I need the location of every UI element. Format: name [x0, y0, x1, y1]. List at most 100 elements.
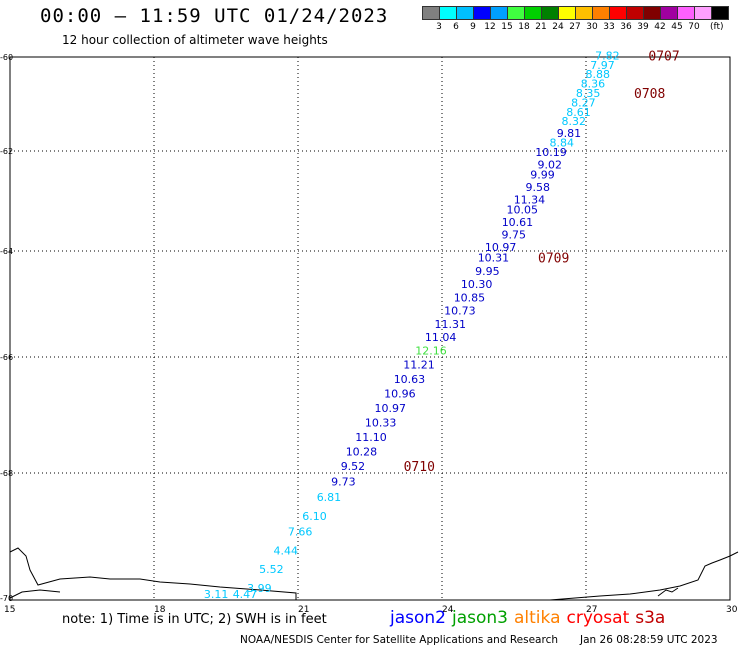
wave-height-value: 11.34 [514, 194, 546, 207]
wave-height-value: 11.04 [425, 331, 457, 344]
y-tick-label: -60 [0, 53, 13, 62]
map-subtitle: 12 hour collection of altimeter wave hei… [62, 33, 328, 47]
wave-height-value: 7.97 [590, 59, 615, 72]
wave-height-value: 10.33 [365, 417, 397, 430]
legend-label: 12 [484, 22, 496, 32]
wave-height-value: 10.96 [384, 388, 416, 401]
wave-height-value: 9.99 [530, 169, 555, 182]
wave-height-value: 8.88 [586, 68, 611, 81]
satellite-altika: altika [514, 608, 561, 628]
y-tick-label: -66 [0, 353, 13, 362]
credit-line: NOAA/NESDIS Center for Satellite Applica… [240, 634, 558, 646]
satellite-s3a: s3a [635, 608, 666, 628]
wave-height-labels: 7.827.978.888.368.358.278.618.329.818.84… [204, 49, 620, 601]
map-title: 00:00 – 11:59 UTC 01/24/2023 [40, 5, 389, 27]
wave-height-value: 6.81 [317, 491, 342, 504]
wave-height-value: 8.36 [581, 78, 606, 91]
wave-height-value: 10.73 [444, 305, 476, 318]
wave-height-value: 10.19 [535, 146, 567, 159]
wave-height-value: 10.31 [478, 252, 510, 265]
coastline-left [9, 547, 297, 600]
wave-height-value: 4.44 [274, 544, 299, 557]
legend-label: 3 [436, 22, 442, 32]
wave-height-value: 6.10 [302, 510, 327, 523]
wave-height-value: 3.99 [247, 582, 272, 595]
wave-height-value: 10.97 [375, 402, 407, 415]
wave-height-value: 4.47 [233, 588, 258, 601]
x-tick-label: 24 [442, 605, 454, 615]
legend-label: 36 [620, 22, 632, 32]
legend-label: 39 [637, 22, 649, 32]
satellite-jason2: jason2 [390, 608, 446, 628]
legend-label: 70 [688, 22, 700, 32]
y-tick-label: -70 [0, 594, 13, 603]
legend-label: 42 [654, 22, 666, 32]
time-label: 0707 [648, 49, 679, 64]
y-tick-label: -64 [0, 247, 13, 256]
wave-height-value: 8.61 [566, 106, 591, 119]
wave-height-value: 8.84 [550, 136, 575, 149]
wave-height-value: 9.95 [475, 265, 500, 278]
wave-height-value: 11.10 [355, 431, 387, 444]
legend-label: 6 [453, 22, 459, 32]
time-labels: 0707 0708 0709 0710 [404, 49, 680, 475]
wave-height-value: 10.97 [485, 241, 517, 254]
y-tick-label: -68 [0, 469, 13, 478]
x-tick-label: 21 [298, 605, 309, 615]
coastline [9, 547, 739, 601]
wave-height-value: 10.28 [346, 446, 378, 459]
wave-height-value: 7.82 [595, 49, 620, 62]
legend-label: 15 [501, 22, 513, 32]
legend-label: 27 [569, 22, 581, 32]
legend-label: 21 [535, 22, 547, 32]
wave-height-value: 10.85 [454, 291, 486, 304]
legend-label: 45 [671, 22, 683, 32]
time-label: 0710 [404, 460, 435, 475]
wave-height-value: 9.02 [538, 159, 563, 172]
wave-height-value: 8.35 [576, 87, 601, 100]
wave-height-value: 9.81 [557, 127, 582, 140]
wave-height-value: 7.66 [288, 526, 313, 539]
wave-height-value: 11.21 [403, 359, 435, 372]
legend-swatch [711, 6, 729, 20]
time-label: 0709 [538, 252, 569, 267]
legend-label: 9 [470, 22, 476, 32]
wave-height-value: 10.61 [502, 216, 534, 229]
wave-height-value: 10.30 [461, 278, 493, 291]
wave-height-value: 8.32 [562, 115, 587, 128]
x-tick-label: 27 [586, 605, 597, 615]
wave-height-value: 9.52 [341, 460, 366, 473]
wave-height-value: 10.05 [507, 204, 539, 217]
wave-height-value: 10.63 [394, 373, 426, 386]
legend-label: 33 [603, 22, 615, 32]
wave-height-value: 9.73 [331, 476, 356, 489]
x-tick-label: 30 [726, 605, 738, 615]
coastline-right [549, 551, 739, 601]
legend-label: 24 [552, 22, 564, 32]
coastline-right-detail [657, 587, 679, 597]
time-label: 0708 [634, 87, 665, 102]
wave-height-value: 3.11 [204, 588, 229, 601]
y-tick-label: -62 [0, 147, 13, 156]
timestamp: Jan 26 08:28:59 UTC 2023 [580, 634, 718, 646]
axis-tick-labels: 15 18 21 24 27 30 -60 -62 -64 -66 -68 -70 [0, 53, 738, 615]
coastline-left-lower [9, 589, 61, 599]
wave-height-value: 12.16 [415, 344, 447, 357]
plot-frame [9, 56, 731, 601]
legend-label: 30 [586, 22, 598, 32]
footnote: note: 1) Time is in UTC; 2) SWH is in fe… [62, 612, 327, 627]
legend-unit: (ft) [710, 22, 724, 32]
wave-height-value: 5.52 [259, 563, 284, 576]
legend-label: 18 [518, 22, 530, 32]
wave-height-value: 11.31 [435, 318, 467, 331]
satellite-jason3: jason3 [452, 608, 508, 628]
wave-height-value: 8.27 [571, 96, 596, 109]
x-tick-label: 15 [4, 605, 15, 615]
wave-height-value: 9.58 [526, 181, 551, 194]
grid-lines [10, 57, 730, 600]
x-tick-label: 18 [154, 605, 166, 615]
wave-height-value: 9.75 [502, 229, 527, 242]
satellite-legend: jason2 jason3 altika cryosat s3a [390, 608, 671, 628]
satellite-cryosat: cryosat [566, 608, 630, 628]
